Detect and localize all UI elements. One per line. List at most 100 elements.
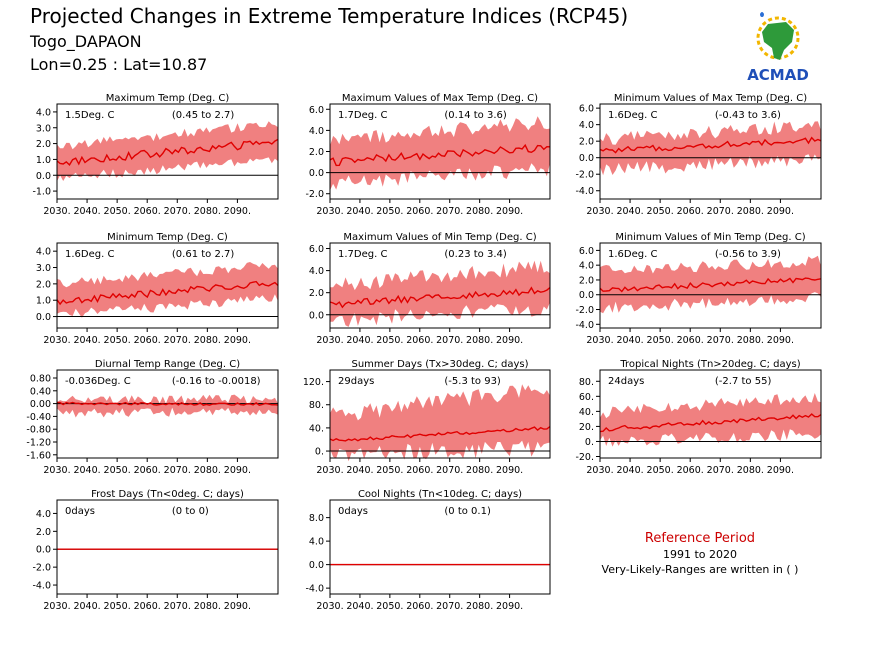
likely-range-band	[57, 121, 278, 182]
y-tick-label: 4.0	[579, 261, 594, 272]
change-value-label: 29days	[338, 376, 374, 387]
x-tick-label: 2050.	[376, 465, 403, 476]
median-change-line	[599, 136, 822, 154]
x-tick-label: 2060.	[406, 206, 433, 217]
x-tick-label: 2090.	[496, 206, 523, 217]
likely-range-label: (-2.7 to 55)	[715, 376, 772, 387]
x-tick-label: 2040.	[346, 601, 373, 612]
x-tick-label: 2040.	[616, 206, 643, 217]
x-tick-label: 2080.	[466, 465, 493, 476]
x-tick-label: 2090.	[224, 206, 251, 217]
y-tick-label: 0.0	[579, 290, 594, 301]
change-value-label: 1.6Deg. C	[608, 110, 657, 121]
africa-map-icon	[756, 12, 800, 60]
x-tick-label: 2070.	[436, 601, 463, 612]
y-tick-label: -20.	[575, 452, 594, 463]
x-tick-label: 2040.	[73, 335, 100, 346]
y-tick-label: -2.0	[32, 563, 51, 574]
likely-range-band	[57, 394, 278, 418]
chart-panel: Cool Nights (Tn<10deg. C; days) 0days (0 t…	[305, 489, 551, 612]
y-tick-label: 4.0	[309, 266, 324, 277]
x-tick-label: 2050.	[647, 465, 674, 476]
plot-frame	[329, 242, 551, 329]
x-tick-label: 2090.	[224, 465, 251, 476]
x-tick-label: 2030.	[586, 335, 613, 346]
location-name: Togo_DAPAON	[30, 32, 142, 51]
x-tick-label: 2060.	[134, 601, 161, 612]
change-value-label: 0days	[65, 506, 95, 517]
x-tick-label: 2030.	[586, 206, 613, 217]
x-tick-label: 2030.	[43, 335, 70, 346]
chart-title: Maximum Values of Min Temp (Deg. C)	[343, 232, 536, 243]
x-tick-label: 2080.	[194, 335, 221, 346]
x-tick-label: 2040.	[73, 601, 100, 612]
chart-panel: Maximum Temp (Deg. C) 1.5Deg. C (0.45 to 2…	[32, 93, 279, 217]
x-tick-label: 2070.	[436, 335, 463, 346]
x-tick-label: 2090.	[224, 335, 251, 346]
x-tick-label: 2030.	[586, 465, 613, 476]
y-tick-label: 2.0	[36, 279, 51, 290]
y-tick-label: -1.20	[26, 438, 51, 449]
x-tick-label: 2070.	[164, 206, 191, 217]
x-tick-label: 2080.	[466, 601, 493, 612]
x-tick-label: 2080.	[466, 335, 493, 346]
y-tick-label: 80.	[579, 377, 594, 388]
likely-range-label: (-0.56 to 3.9)	[715, 249, 781, 260]
likely-range-band	[57, 262, 278, 318]
plot-frame	[599, 103, 822, 200]
x-tick-label: 2070.	[164, 601, 191, 612]
chart-title: Cool Nights (Tn<10deg. C; days)	[358, 489, 522, 500]
x-tick-label: 2050.	[104, 335, 131, 346]
likely-range-label: (0.45 to 2.7)	[172, 110, 234, 121]
y-tick-label: 4.0	[579, 120, 594, 131]
plot-frame	[56, 242, 279, 329]
y-tick-label: 2.0	[309, 147, 324, 158]
chart-panel: Summer Days (Tx>30deg. C; days) 29days (-5…	[303, 359, 551, 476]
x-tick-label: 2080.	[194, 465, 221, 476]
chart-panel: Minimum Temp (Deg. C) 1.6Deg. C (0.61 to 2…	[36, 232, 279, 346]
x-tick-label: 2030.	[316, 601, 343, 612]
y-tick-label: 1.0	[36, 296, 51, 307]
y-tick-label: 60.	[579, 392, 594, 403]
y-tick-label: 2.0	[36, 139, 51, 150]
chart-panel: Frost Days (Tn<0deg. C; days) 0days (0 to …	[32, 489, 279, 612]
chart-title: Tropical Nights (Tn>20deg. C; days)	[619, 359, 800, 370]
x-tick-label: 2090.	[496, 465, 523, 476]
y-tick-label: -0.80	[26, 425, 51, 436]
y-tick-label: -2.0	[575, 305, 594, 316]
y-tick-label: -4.0	[575, 186, 594, 197]
x-tick-label: 2040.	[616, 335, 643, 346]
chart-title: Frost Days (Tn<0deg. C; days)	[91, 489, 244, 500]
plot-frame	[56, 499, 279, 595]
ranges-note: Very-Likely-Ranges are written in ( )	[601, 563, 799, 576]
chart-title: Maximum Temp (Deg. C)	[106, 93, 230, 104]
x-tick-label: 2060.	[677, 335, 704, 346]
x-tick-label: 2080.	[194, 206, 221, 217]
x-tick-label: 2090.	[767, 206, 794, 217]
plot-frame	[56, 369, 279, 459]
change-value-label: 1.7Deg. C	[338, 110, 387, 121]
plot-frame	[599, 242, 822, 329]
x-tick-label: 2050.	[104, 206, 131, 217]
x-tick-label: 2080.	[466, 206, 493, 217]
x-tick-label: 2030.	[316, 465, 343, 476]
x-tick-label: 2030.	[43, 206, 70, 217]
chart-panel: Maximum Values of Max Temp (Deg. C) 1.7De…	[305, 93, 551, 217]
chart-panel: Diurnal Temp Range (Deg. C) -0.036Deg. C (…	[26, 359, 279, 476]
x-tick-label: 2030.	[43, 465, 70, 476]
acmad-logo-text: ACMAD	[747, 66, 809, 84]
coordinates-label: Lon=0.25 : Lat=10.87	[30, 55, 208, 74]
x-tick-label: 2040.	[346, 335, 373, 346]
change-value-label: 1.6Deg. C	[608, 249, 657, 260]
x-tick-label: 2040.	[346, 206, 373, 217]
x-tick-label: 2090.	[496, 601, 523, 612]
median-change-line	[599, 277, 822, 293]
y-tick-label: 6.0	[579, 246, 594, 257]
x-tick-label: 2070.	[164, 335, 191, 346]
x-tick-label: 2070.	[436, 206, 463, 217]
y-tick-label: -2.0	[575, 170, 594, 181]
x-tick-label: 2060.	[134, 465, 161, 476]
plot-frame	[329, 369, 551, 459]
y-tick-label: 120.	[303, 377, 324, 388]
